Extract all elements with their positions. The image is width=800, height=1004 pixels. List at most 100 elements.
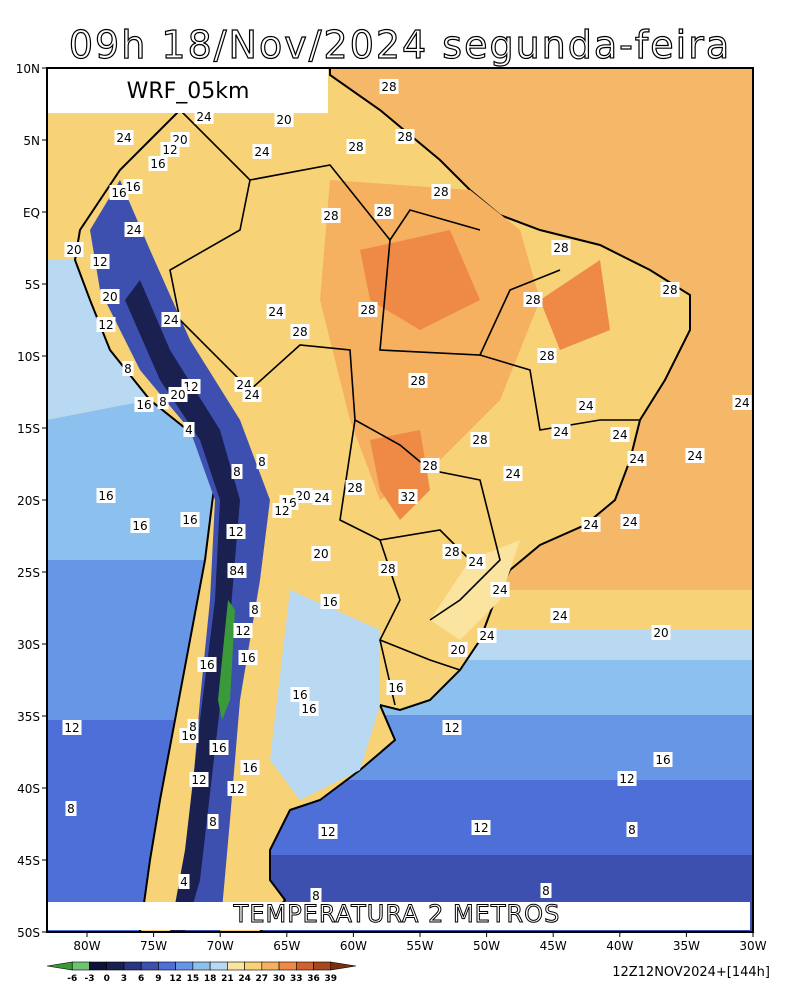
- contour-label: 24: [492, 583, 507, 597]
- contour-label-bg: [420, 458, 440, 473]
- colorbar-box: [158, 961, 176, 971]
- lon-label: 80W: [73, 939, 100, 953]
- contour-label-bg: [617, 771, 637, 786]
- contour-label: 12: [320, 825, 335, 839]
- colorbar-box: [175, 961, 194, 971]
- contour-label: 28: [422, 459, 437, 473]
- lon-label: 60W: [340, 939, 367, 953]
- contour-label: 24: [553, 425, 568, 439]
- contour-label-bg: [610, 427, 630, 442]
- colorbar-box: [123, 961, 142, 971]
- contour-label: 24: [734, 396, 749, 410]
- contour-label-bg: [240, 760, 260, 775]
- contour-label: 20: [102, 290, 117, 304]
- contour-label-bg: [183, 422, 195, 437]
- colorbar-label: -6: [67, 974, 77, 984]
- lat-label: 10S: [17, 350, 40, 364]
- contour-label-bg: [109, 185, 129, 200]
- contour-label-bg: [65, 801, 77, 816]
- contour-label-bg: [227, 781, 247, 796]
- contour-label: 28: [472, 433, 487, 447]
- contour-label: 84: [229, 564, 244, 578]
- contour-label-bg: [627, 451, 647, 466]
- contour-label-bg: [64, 242, 84, 257]
- colorbar-label: 3: [121, 974, 127, 984]
- colorbar-box: [140, 961, 159, 971]
- lon-label: 65W: [273, 939, 300, 953]
- contour-label-bg: [310, 888, 322, 903]
- contour-label: 12: [274, 504, 289, 518]
- contour-label: 24: [629, 452, 644, 466]
- contour-label: 12: [98, 318, 113, 332]
- contour-label: 8: [258, 455, 266, 469]
- contour-label-bg: [346, 139, 366, 154]
- colorbar-label: 6: [138, 974, 144, 984]
- colorbar-box: [313, 961, 332, 971]
- contour-label-bg: [379, 79, 399, 94]
- contour-label-bg: [312, 490, 332, 505]
- contour-label: 28: [397, 130, 412, 144]
- contour-label-bg: [653, 752, 673, 767]
- contour-label-bg: [626, 822, 638, 837]
- contour-label-bg: [490, 582, 510, 597]
- contour-label: 4: [185, 423, 193, 437]
- contour-label-bg: [96, 488, 116, 503]
- contour-label-bg: [540, 883, 552, 898]
- lon-label: 45W: [540, 939, 567, 953]
- colorbar-label: 39: [324, 974, 337, 984]
- contour-label-bg: [256, 454, 268, 469]
- contour-label: 16: [211, 741, 226, 755]
- contour-label: 4: [180, 875, 188, 889]
- contour-label-bg: [227, 563, 247, 578]
- lat-label: 40S: [17, 782, 40, 796]
- contour-label-bg: [318, 824, 338, 839]
- lon-label: 75W: [140, 939, 167, 953]
- contour-label: 28: [380, 562, 395, 576]
- contour-label: 20: [276, 113, 291, 127]
- contour-label: 24: [687, 449, 702, 463]
- contour-label: 20: [653, 626, 668, 640]
- contour-label: 24: [244, 388, 259, 402]
- contour-label: 8: [628, 823, 636, 837]
- contour-label: 12: [92, 255, 107, 269]
- contour-label-bg: [187, 719, 199, 734]
- colorbar-box: [106, 961, 125, 971]
- contour-label-bg: [299, 701, 319, 716]
- contour-label: 24: [468, 555, 483, 569]
- contour-label-bg: [233, 623, 253, 638]
- colorbar-box: [278, 961, 297, 971]
- contour-label-bg: [90, 254, 110, 269]
- contour-label-bg: [238, 650, 258, 665]
- colorbar-label: -3: [84, 974, 94, 984]
- contour-label: 28: [662, 283, 677, 297]
- contour-label-bg: [398, 489, 418, 504]
- contour-label-bg: [290, 687, 310, 702]
- contour-label: 12: [235, 624, 250, 638]
- contour-label-bg: [550, 608, 570, 623]
- contour-label: 28: [347, 481, 362, 495]
- contour-label-bg: [242, 387, 262, 402]
- contour-label: 12: [444, 721, 459, 735]
- contour-label-bg: [651, 625, 671, 640]
- contour-label: 24: [268, 305, 283, 319]
- contour-label-bg: [249, 602, 261, 617]
- contour-label: 20: [450, 643, 465, 657]
- lat-label: 15S: [17, 422, 40, 436]
- colorbar-box: [71, 961, 90, 971]
- contour-label-bg: [161, 312, 181, 327]
- contour-label-bg: [96, 317, 116, 332]
- contour-label: 8: [189, 720, 197, 734]
- colorbar-box: [244, 961, 263, 971]
- contour-label-bg: [732, 395, 752, 410]
- contour-label: 28: [360, 303, 375, 317]
- contour-label-bg: [114, 130, 134, 145]
- contour-label: 12: [473, 821, 488, 835]
- colorbar-label: 15: [187, 974, 200, 984]
- contour-label-bg: [537, 348, 557, 363]
- contour-label: 8: [67, 802, 75, 816]
- contour-label: 28: [323, 209, 338, 223]
- contour-label: 12: [228, 525, 243, 539]
- contour-label-bg: [311, 546, 331, 561]
- contour-label-bg: [62, 720, 82, 735]
